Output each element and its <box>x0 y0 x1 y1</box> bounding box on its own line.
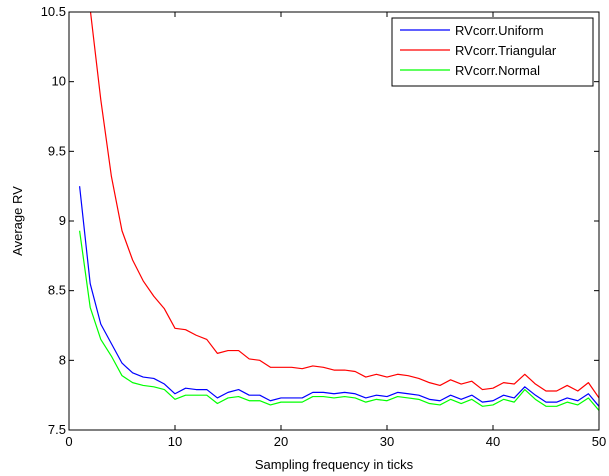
series-line-rvcorr-normal <box>79 230 599 411</box>
series-layer <box>79 12 599 411</box>
x-axis-title: Sampling frequency in ticks <box>255 457 414 472</box>
plot-frame <box>68 11 600 431</box>
y-axis-title: Average RV <box>10 186 25 256</box>
y-tick-label: 9.5 <box>48 143 66 158</box>
x-tick-label: 50 <box>592 434 606 449</box>
x-tick-labels: 0 10 20 30 40 50 <box>65 434 606 449</box>
legend-label: RVcorr.Normal <box>455 63 540 78</box>
series-line-rvcorr-uniform <box>79 186 599 407</box>
y-tick-label: 10 <box>52 74 66 89</box>
y-tick-label: 10.5 <box>41 4 66 19</box>
y-tick-label: 8.5 <box>48 283 66 298</box>
legend-box <box>391 17 594 87</box>
x-tick-label: 20 <box>274 434 288 449</box>
legend: RVcorr.Uniform RVcorr.Triangular RVcorr.No… <box>391 17 594 87</box>
legend-label: RVcorr.Triangular <box>455 43 557 58</box>
y-tick-label: 8 <box>59 352 66 367</box>
x-tick-label: 40 <box>486 434 500 449</box>
y-tick-labels: 7.5 8 8.5 9 9.5 10 10.5 <box>41 4 66 437</box>
x-tick-label: 0 <box>65 434 72 449</box>
series-line-rvcorr-triangular <box>89 12 599 399</box>
x-tick-label: 30 <box>380 434 394 449</box>
legend-label: RVcorr.Uniform <box>455 23 544 38</box>
y-tick-label: 9 <box>59 213 66 228</box>
x-tick-label: 10 <box>168 434 182 449</box>
y-tick-label: 7.5 <box>48 422 66 437</box>
